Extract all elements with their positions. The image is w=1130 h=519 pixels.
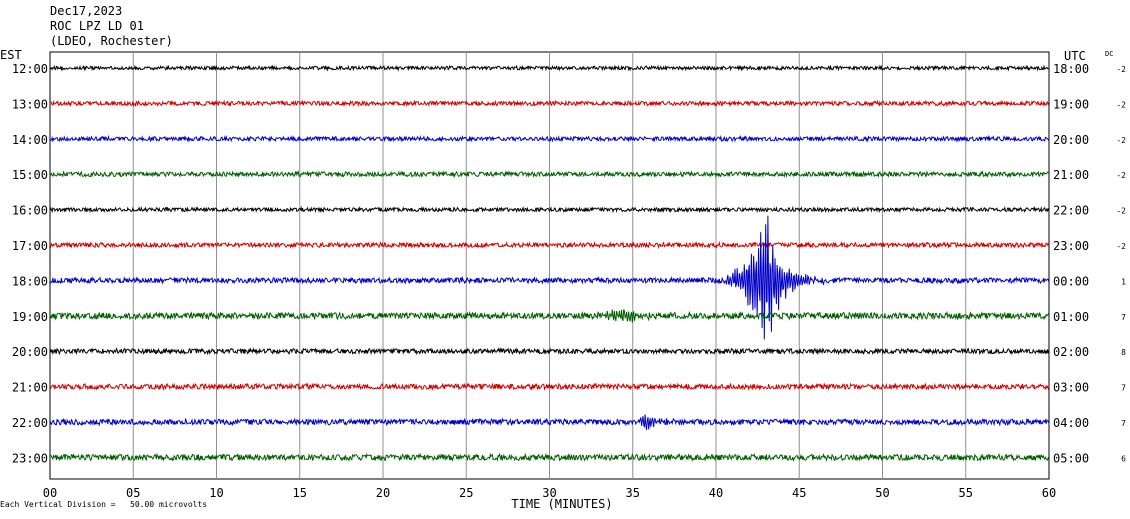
trace-row-12:00 (49, 64, 1049, 72)
dc-offset-label: -2 (1116, 171, 1126, 180)
est-time-label: 16:00 (12, 204, 48, 218)
x-axis-label: TIME (MINUTES) (511, 497, 612, 511)
est-axis-title: EST (0, 48, 22, 62)
utc-time-label: 04:00 (1053, 416, 1089, 430)
utc-time-label: 05:00 (1053, 451, 1089, 465)
dc-column-title: DC (1105, 50, 1113, 58)
x-tick-label: 45 (792, 486, 806, 500)
est-time-label: 12:00 (12, 62, 48, 76)
est-time-label: 21:00 (12, 381, 48, 395)
est-time-label: 18:00 (12, 274, 48, 288)
dc-offset-label: 7 (1121, 384, 1126, 393)
title-network: (LDEO, Rochester) (50, 34, 173, 48)
est-time-label: 23:00 (12, 451, 48, 465)
trace-row-23:00 (49, 452, 1050, 463)
axis-labels: EST UTC DC TIME (MINUTES) 00 05 10 15 20 25 30… (0, 48, 1126, 511)
dc-offset-label: -2 (1116, 65, 1126, 74)
utc-time-label: 22:00 (1053, 204, 1089, 218)
x-tick-label: 25 (459, 486, 473, 500)
utc-time-label: 02:00 (1053, 345, 1089, 359)
dc-offset-label: -2 (1116, 242, 1126, 251)
dc-offset-label: -2 (1116, 207, 1126, 216)
utc-time-label: 18:00 (1053, 62, 1089, 76)
est-time-label: 22:00 (12, 416, 48, 430)
x-tick-label: 50 (875, 486, 889, 500)
est-time-label: 13:00 (12, 97, 48, 111)
trace-row-19:00 (49, 309, 1050, 323)
trace-row-16:00 (49, 205, 1050, 214)
utc-time-label: 01:00 (1053, 310, 1089, 324)
x-tick-label: 10 (209, 486, 223, 500)
x-tick-label: 35 (626, 486, 640, 500)
x-tick-label: 00 (43, 486, 57, 500)
trace-row-21:00 (49, 382, 1050, 391)
est-time-label: 15:00 (12, 168, 48, 182)
title-date: Dec17,2023 (50, 4, 123, 18)
scale-footnote: Each Vertical Division = 50.00 microvolt… (0, 500, 208, 509)
x-tick-label: 40 (709, 486, 723, 500)
x-tick-label: 05 (126, 486, 140, 500)
dc-offset-label: 7 (1121, 419, 1126, 428)
trace-row-13:00 (50, 99, 1049, 108)
x-tick-label: 20 (376, 486, 390, 500)
est-time-label: 17:00 (12, 239, 48, 253)
utc-axis-title: UTC (1064, 49, 1086, 63)
utc-time-label: 19:00 (1053, 97, 1089, 111)
est-time-label: 19:00 (12, 310, 48, 324)
seismic-traces (49, 64, 1050, 463)
dc-offset-label: 8 (1121, 348, 1126, 357)
est-time-label: 14:00 (12, 133, 48, 147)
grid-lines (132, 52, 967, 479)
title-station: ROC LPZ LD 01 (50, 19, 144, 33)
x-tick-label: 55 (959, 486, 973, 500)
x-tick-label: 60 (1042, 486, 1056, 500)
dc-offset-label: 7 (1121, 313, 1126, 322)
x-tick-label: 15 (293, 486, 307, 500)
utc-time-label: 20:00 (1053, 133, 1089, 147)
trace-row-15:00 (49, 170, 1049, 179)
utc-time-label: 23:00 (1053, 239, 1089, 253)
trace-row-22:00 (49, 414, 1050, 430)
dc-offset-label: -2 (1116, 100, 1126, 109)
utc-time-label: 03:00 (1053, 381, 1089, 395)
trace-row-17:00 (49, 240, 1050, 250)
utc-time-label: 21:00 (1053, 168, 1089, 182)
x-tick-label: 30 (542, 486, 556, 500)
utc-time-label: 00:00 (1053, 274, 1089, 288)
trace-row-18:00 (50, 215, 1050, 340)
dc-offset-label: 1 (1121, 277, 1126, 286)
trace-row-20:00 (49, 347, 1050, 356)
est-time-label: 20:00 (12, 345, 48, 359)
trace-row-14:00 (49, 134, 1050, 143)
dc-offset-label: -2 (1116, 136, 1126, 145)
dc-offset-label: 6 (1121, 454, 1126, 463)
